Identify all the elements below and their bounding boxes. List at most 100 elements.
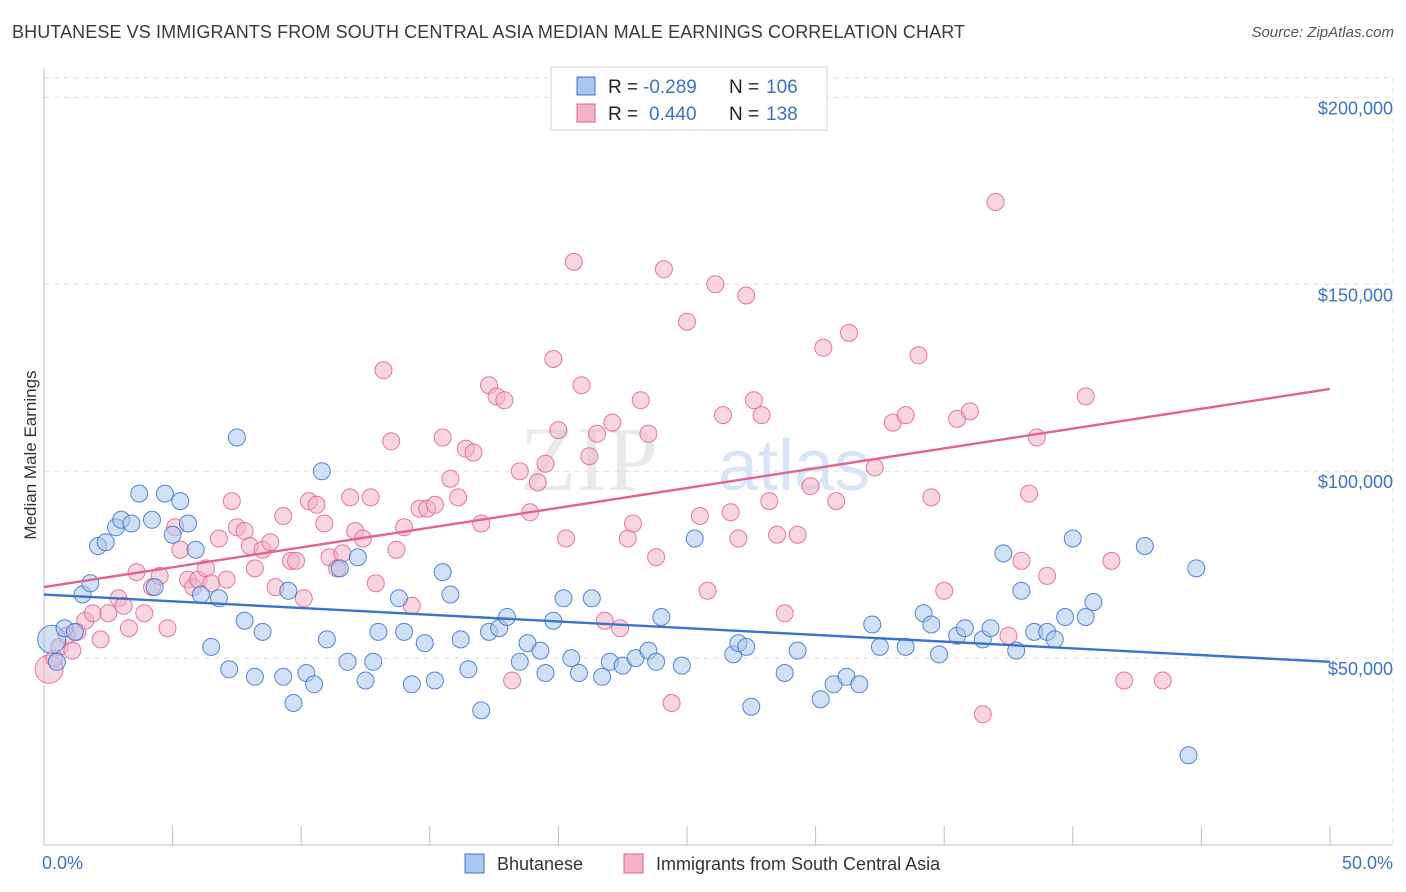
bhutanese-point xyxy=(245,667,264,686)
bhutanese-point xyxy=(65,622,84,641)
immigrants-point xyxy=(549,421,568,440)
immigrants-point xyxy=(744,391,763,410)
bhutanese-point xyxy=(870,637,889,656)
immigrants-point xyxy=(768,525,786,544)
immigrants-point xyxy=(83,604,102,623)
bhutanese-point xyxy=(163,525,182,544)
legend-r-label-blue: R = xyxy=(608,77,638,98)
immigrants-point xyxy=(896,406,915,425)
immigrants-point xyxy=(495,391,514,410)
bhutanese-point xyxy=(171,492,190,511)
bhutanese-point xyxy=(143,510,161,529)
bhutanese-point xyxy=(186,540,205,559)
legend-r-value-blue: -0.289 xyxy=(643,77,697,98)
chart-source: Source: ZipAtlas.com xyxy=(1251,24,1394,41)
immigrants-point xyxy=(639,424,658,443)
immigrants-point xyxy=(647,548,666,567)
immigrants-point xyxy=(544,350,563,368)
immigrants-point xyxy=(245,559,264,578)
bhutanese-point xyxy=(317,630,336,649)
immigrants-point xyxy=(361,488,380,507)
immigrants-point xyxy=(572,376,591,395)
bhutanese-point xyxy=(896,637,915,656)
immigrants-point xyxy=(935,581,954,600)
immigrants-point xyxy=(91,630,110,649)
immigrants-point xyxy=(588,424,606,443)
immigrants-point xyxy=(603,413,622,432)
immigrants-point xyxy=(114,596,133,615)
legend-n-value-blue: 106 xyxy=(766,77,798,98)
bhutanese-point xyxy=(122,514,141,533)
immigrants-point xyxy=(261,533,280,552)
immigrants-point xyxy=(690,507,709,525)
immigrants-point xyxy=(865,458,884,477)
immigrants-point xyxy=(1012,551,1031,570)
immigrants-point xyxy=(503,671,522,690)
bhutanese-point xyxy=(863,615,882,634)
bhutanese-point xyxy=(402,675,421,694)
immigrants-point xyxy=(840,323,858,342)
bhutanese-point xyxy=(369,622,388,641)
bhutanese-point xyxy=(96,533,115,552)
bottom-legend: Bhutanese Immigrants from South Central … xyxy=(464,853,941,874)
y-tick-label: $100,000 xyxy=(1318,472,1393,492)
bhutanese-point xyxy=(562,649,581,668)
immigrants-point xyxy=(678,312,696,331)
immigrants-trend-line xyxy=(43,387,1331,589)
immigrants-point xyxy=(63,641,82,660)
bhutanese-point xyxy=(955,619,974,638)
legend-n-value-pink: 138 xyxy=(766,104,798,125)
bhutanese-point xyxy=(672,656,691,675)
immigrants-point xyxy=(752,406,771,425)
immigrants-point xyxy=(1038,566,1057,585)
bhutanese-point xyxy=(1012,581,1031,600)
immigrants-point xyxy=(624,514,642,533)
bhutanese-point xyxy=(1187,559,1206,578)
chart-title: BHUTANESE VS IMMIGRANTS FROM SOUTH CENTR… xyxy=(12,22,966,42)
bhutanese-point xyxy=(498,608,516,626)
immigrants-point xyxy=(1102,551,1121,570)
bhutanese-point xyxy=(554,589,573,608)
bhutanese-point xyxy=(536,664,555,682)
bhutanese-point xyxy=(1056,608,1075,626)
trend-lines xyxy=(43,387,1331,664)
bhutanese-point xyxy=(850,675,869,694)
immigrants-point xyxy=(1027,428,1046,447)
legend-n-label-blue: N = xyxy=(729,77,759,98)
immigrants-point xyxy=(135,604,154,623)
bhutanese-point xyxy=(235,611,254,630)
immigrants-point xyxy=(441,469,460,488)
immigrants-point xyxy=(775,604,794,623)
immigrants-point xyxy=(922,488,941,507)
bhutanese-point xyxy=(395,622,414,641)
bhutanese-point xyxy=(737,637,756,656)
immigrants-point xyxy=(235,522,254,540)
immigrants-point xyxy=(99,604,118,623)
bhutanese-point xyxy=(284,694,303,712)
bhutanese-point xyxy=(279,581,298,600)
series-immigrants-points xyxy=(34,193,1172,724)
bhutanese-point xyxy=(685,529,704,548)
bhutanese-point xyxy=(930,645,949,664)
legend-swatch-blue xyxy=(576,76,596,96)
immigrants-point xyxy=(999,626,1018,645)
bhutanese-point xyxy=(425,671,444,690)
immigrants-point xyxy=(986,193,1005,211)
bhutanese-point xyxy=(312,462,331,481)
bhutanese-point xyxy=(130,484,149,503)
bhutanese-trend-line xyxy=(43,593,1331,664)
bhutanese-point xyxy=(647,652,666,671)
bhutanese-point xyxy=(338,652,357,671)
bhutanese-point xyxy=(994,544,1013,563)
top-legend: R = -0.289 N = 106 R = 0.440 N = 138 xyxy=(550,66,828,131)
bottom-legend-label-pink: Immigrants from South Central Asia xyxy=(656,854,941,874)
bhutanese-point xyxy=(1135,537,1154,555)
immigrants-point xyxy=(698,581,717,600)
immigrants-point xyxy=(729,529,748,548)
immigrants-point xyxy=(366,574,385,593)
immigrants-point xyxy=(382,432,401,451)
legend-r-label-pink: R = xyxy=(608,104,638,125)
bhutanese-point xyxy=(220,660,239,679)
immigrants-point xyxy=(1076,387,1095,406)
bhutanese-point xyxy=(652,608,671,626)
